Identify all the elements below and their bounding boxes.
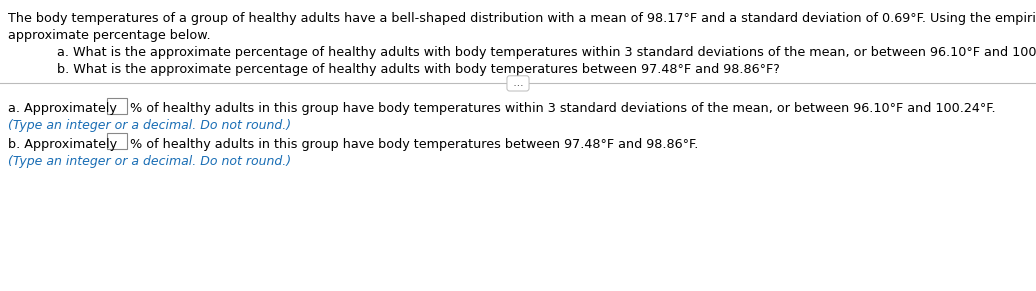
Text: approximate percentage below.: approximate percentage below. bbox=[8, 29, 211, 42]
Text: a. What is the approximate percentage of healthy adults with body temperatures w: a. What is the approximate percentage of… bbox=[57, 46, 1036, 59]
Text: b. What is the approximate percentage of healthy adults with body temperatures b: b. What is the approximate percentage of… bbox=[57, 63, 780, 76]
Text: % of healthy adults in this group have body temperatures within 3 standard devia: % of healthy adults in this group have b… bbox=[131, 102, 996, 115]
Text: a. Approximately: a. Approximately bbox=[8, 102, 121, 115]
Text: The body temperatures of a group of healthy adults have a bell-shaped distributi: The body temperatures of a group of heal… bbox=[8, 12, 1036, 25]
Text: …: … bbox=[510, 78, 526, 88]
Text: (Type an integer or a decimal. Do not round.): (Type an integer or a decimal. Do not ro… bbox=[8, 119, 291, 132]
Text: (Type an integer or a decimal. Do not round.): (Type an integer or a decimal. Do not ro… bbox=[8, 155, 291, 168]
Text: % of healthy adults in this group have body temperatures between 97.48°F and 98.: % of healthy adults in this group have b… bbox=[131, 138, 698, 151]
FancyBboxPatch shape bbox=[108, 133, 127, 149]
FancyBboxPatch shape bbox=[108, 97, 127, 113]
Text: b. Approximately: b. Approximately bbox=[8, 138, 121, 151]
